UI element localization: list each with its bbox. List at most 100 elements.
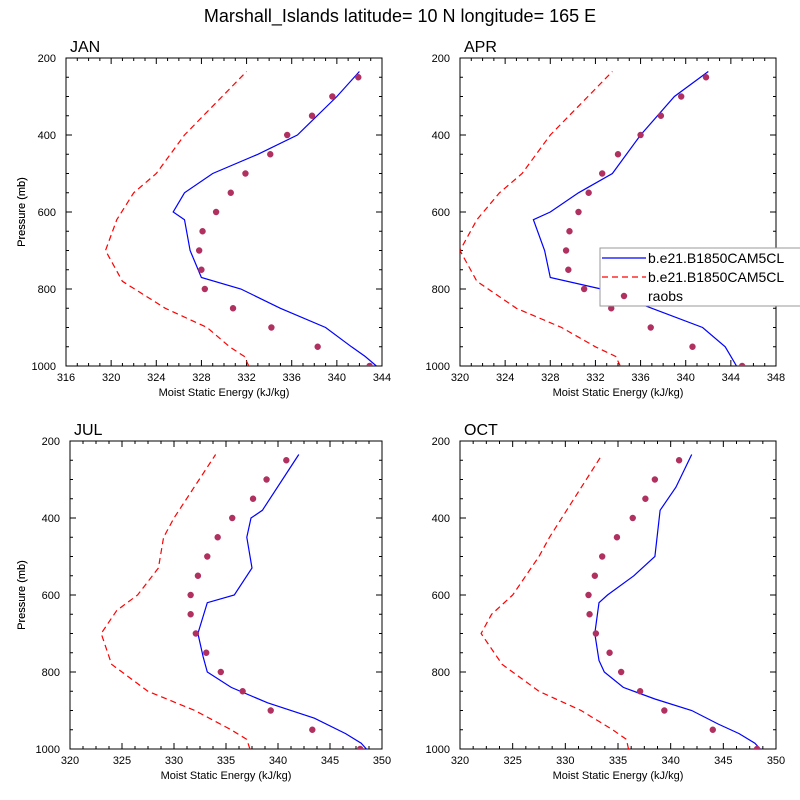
raobs-point <box>675 457 683 464</box>
raobs-point <box>629 514 636 522</box>
series-line-dashed <box>104 71 250 366</box>
raobs-point <box>242 170 249 177</box>
y-tick-label: 800 <box>432 284 450 296</box>
raobs-point <box>575 208 582 216</box>
raobs-point <box>263 476 270 483</box>
raobs-point <box>201 285 209 293</box>
y-tick-label: 200 <box>38 53 56 65</box>
raobs-point <box>217 668 224 676</box>
series-line-dashed <box>480 454 630 749</box>
y-tick-label: 400 <box>432 130 450 142</box>
x-tick-label: 325 <box>503 755 521 767</box>
panel-jul: JUL 320 325 330 335 340 345 350 200 400 600 800 1000… <box>16 422 391 782</box>
raobs-point <box>249 495 257 502</box>
raobs-point <box>284 131 291 139</box>
x-tick-label: 330 <box>556 755 574 767</box>
x-tick-label: 344 <box>722 372 740 384</box>
y-tick-label: 1000 <box>36 744 60 756</box>
raobs-point <box>738 362 746 366</box>
x-tick-label: 320 <box>451 372 469 384</box>
raobs-point <box>606 649 613 656</box>
series-group <box>460 71 746 366</box>
raobs-point <box>198 266 205 273</box>
raobs-point <box>651 476 659 483</box>
raobs-point <box>267 151 274 158</box>
y-tick-label: 400 <box>42 513 60 525</box>
x-tick-label: 340 <box>677 372 695 384</box>
raobs-point <box>203 649 210 656</box>
raobs-point <box>608 305 615 312</box>
panels: JAN 316 320 324 328 332 336 340 344 200 400 600 800 1… <box>16 39 785 782</box>
raobs-point <box>702 74 710 81</box>
raobs-point <box>355 74 362 81</box>
series-line-solid <box>532 71 738 366</box>
x-tick-label: 332 <box>586 372 604 384</box>
y-tick-label: 600 <box>38 207 56 219</box>
y-tick-label: 400 <box>38 130 56 142</box>
raobs-point <box>614 151 622 158</box>
x-axis-label: Moist Static Energy (kJ/kg) <box>553 770 684 782</box>
y-tick-label: 600 <box>432 590 450 602</box>
raobs-point <box>366 362 373 366</box>
x-tick-label: 320 <box>102 372 120 384</box>
raobs-point <box>613 534 621 541</box>
y-axis-label: Pressure (mb) <box>16 560 28 630</box>
panel-label: JUL <box>74 422 103 439</box>
legend-marker <box>620 292 628 300</box>
x-tick-label: 328 <box>192 372 210 384</box>
raobs-point <box>187 591 194 599</box>
series-line-solid <box>594 454 761 749</box>
x-tick-label: 330 <box>165 755 183 767</box>
raobs-point <box>204 553 211 560</box>
x-tick-label: 345 <box>714 755 732 767</box>
raobs-point <box>599 553 606 560</box>
raobs-point <box>580 285 588 293</box>
legend: b.e21.B1850CAM5CL b.e21.B1850CAM5CL raobs <box>599 247 800 307</box>
x-axis-label: Moist Static Energy (kJ/kg) <box>161 770 292 782</box>
raobs-point <box>591 572 599 579</box>
raobs-point <box>192 630 200 637</box>
y-tick-label: 600 <box>432 207 450 219</box>
panel-apr: APR 320 324 328 332 336 340 344 348 200 400 600 800 1… <box>16 39 785 399</box>
y-axis-label: Pressure (mb) <box>16 177 28 247</box>
series-group <box>104 71 377 366</box>
raobs-point <box>356 745 364 749</box>
legend-label: raobs <box>648 288 683 304</box>
series-group <box>480 454 761 749</box>
panel-label: JAN <box>70 39 100 56</box>
y-tick-label: 800 <box>432 667 450 679</box>
y-tick-label: 800 <box>42 667 60 679</box>
legend-label: b.e21.B1850CAM5CL <box>648 250 784 266</box>
x-tick-label: 336 <box>631 372 649 384</box>
raobs-point <box>229 514 236 522</box>
x-tick-label: 335 <box>217 755 235 767</box>
raobs-point <box>562 247 570 254</box>
legend-entry: b.e21.B1850CAM5CL <box>602 250 784 266</box>
raobs-point <box>267 707 274 714</box>
x-tick-label: 320 <box>61 755 79 767</box>
y-tick-label: 1000 <box>426 744 450 756</box>
raobs-point <box>617 668 625 676</box>
raobs-point <box>642 495 649 502</box>
x-tick-label: 348 <box>767 372 785 384</box>
y-tick-label: 200 <box>432 53 450 65</box>
x-axis-label: Moist Static Energy (kJ/kg) <box>159 387 290 399</box>
raobs-point <box>195 247 203 254</box>
raobs-point <box>689 343 696 350</box>
raobs-point <box>678 93 685 100</box>
series-line-dashed <box>100 454 251 749</box>
x-tick-label: 324 <box>496 372 514 384</box>
x-tick-label: 328 <box>541 372 559 384</box>
raobs-point <box>268 324 275 331</box>
raobs-point <box>308 112 316 119</box>
raobs-point <box>239 688 246 695</box>
x-tick-label: 340 <box>661 755 679 767</box>
raobs-point <box>586 611 593 618</box>
x-tick-label: 336 <box>283 372 301 384</box>
x-tick-label: 325 <box>113 755 131 767</box>
y-tick-label: 1000 <box>426 361 450 373</box>
raobs-point <box>592 630 600 637</box>
figure-title: Marshall_Islands latitude= 10 N longitud… <box>204 6 596 27</box>
plot-frame <box>459 57 777 367</box>
raobs-point <box>283 457 290 464</box>
